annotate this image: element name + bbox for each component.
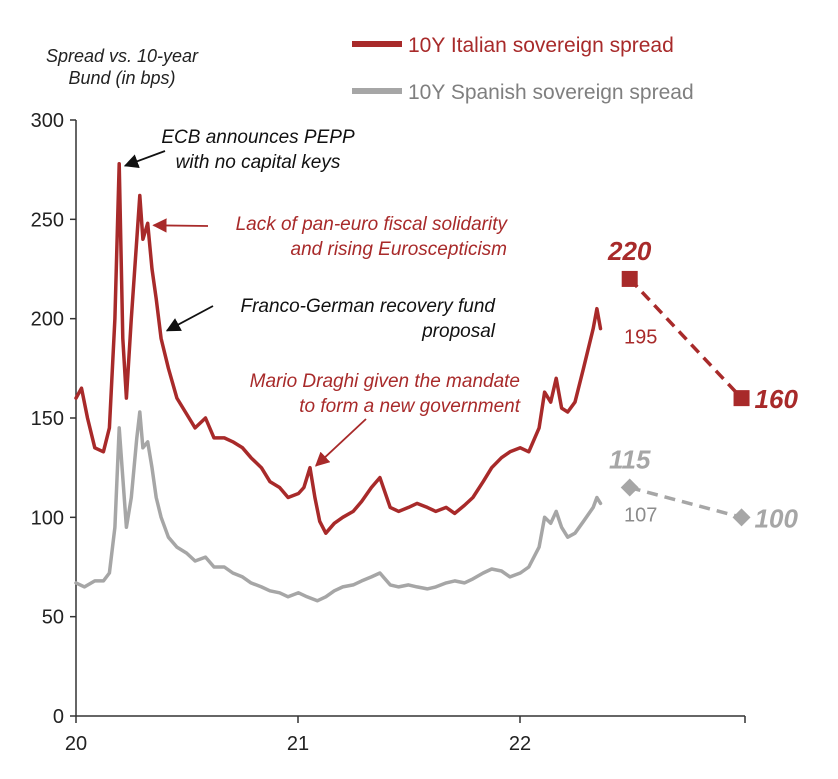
annotation-layer: ECB announces PEPP with no capital keys La… <box>123 127 521 467</box>
y-tick-label: 150 <box>31 408 64 430</box>
projection-line <box>629 485 742 520</box>
annotation-arrow <box>314 418 367 467</box>
annotation-arrow <box>165 305 214 332</box>
projection-value-label: 115 <box>609 445 651 475</box>
projection-value-label: 100 <box>755 503 799 533</box>
legend-label: 10Y Italian sovereign spread <box>408 34 674 57</box>
last-value-label: 107 <box>624 504 657 526</box>
legend: 10Y Italian sovereign spread 10Y Spanish … <box>352 34 694 104</box>
projection-marker <box>620 478 639 497</box>
axes: 0 50 100 150 200 250 300 20 21 22 Spread vs. 10-ye… <box>31 46 746 755</box>
series-layer <box>74 161 603 603</box>
projection-layer: 195 220 160 107 115 100 <box>607 236 798 533</box>
y-tick-label: 200 <box>31 309 64 331</box>
x-tick-label: 20 <box>65 733 87 755</box>
projection-line <box>628 277 743 400</box>
x-tick-label: 21 <box>287 733 309 755</box>
legend-label: 10Y Spanish sovereign spread <box>408 81 694 104</box>
annotation-arrow <box>152 218 209 233</box>
last-value-label: 195 <box>624 327 657 349</box>
annotation-text: ECB announces PEPP with no capital keys <box>161 127 355 173</box>
series-line <box>74 410 603 603</box>
y-tick-label: 100 <box>31 507 64 529</box>
annotation-text: Lack of pan-euro fiscal solidarity and ri… <box>236 214 509 260</box>
annotation-text: Franco-German recovery fund proposal <box>241 296 497 342</box>
annotation-text: Mario Draghi given the mandate to form a … <box>250 371 521 417</box>
y-tick-label: 300 <box>31 110 64 132</box>
y-tick-label: 0 <box>53 706 64 728</box>
projection-marker <box>621 270 638 287</box>
y-axis-title: Spread vs. 10-year Bund (in bps) <box>46 46 199 88</box>
projection-marker <box>733 390 750 407</box>
projection-value-label: 160 <box>755 384 799 414</box>
y-tick-label: 250 <box>31 209 64 231</box>
projection-value-label: 220 <box>607 236 652 266</box>
series-line <box>74 161 603 535</box>
x-tick-label: 22 <box>509 733 531 755</box>
y-tick-label: 50 <box>42 607 64 629</box>
annotation-arrow <box>123 150 166 168</box>
projection-marker <box>732 508 751 527</box>
